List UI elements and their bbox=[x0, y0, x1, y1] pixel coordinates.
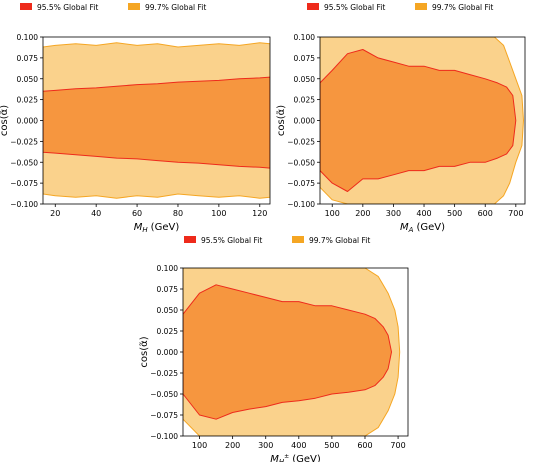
legend-swatch-99 bbox=[415, 3, 427, 10]
x-label-symbol: M bbox=[400, 222, 409, 233]
x-label-symbol: M bbox=[134, 222, 143, 233]
y-tick-label: −0.075 bbox=[10, 179, 38, 188]
y-tick-label: −0.100 bbox=[150, 432, 178, 441]
x-axis-label: MA (GeV) bbox=[400, 222, 445, 234]
x-tick-label: 120 bbox=[252, 209, 267, 218]
legend-swatch-95 bbox=[184, 236, 196, 243]
plot-area bbox=[43, 42, 270, 199]
x-tick-label: 700 bbox=[508, 209, 523, 218]
y-tick-label: −0.100 bbox=[287, 200, 315, 209]
chart-MH: 20 40 60 80 100 120 0.100 0.075 0.050 0.025 0.000 −… bbox=[0, 3, 271, 234]
y-tick-label: 0.025 bbox=[294, 96, 316, 105]
y-tick-label: 0.075 bbox=[157, 285, 179, 294]
legend-swatch-99 bbox=[128, 3, 140, 10]
y-tick-label: 0.050 bbox=[157, 306, 179, 315]
legend-swatch-95 bbox=[307, 3, 319, 10]
x-label-unit: (GeV) bbox=[151, 222, 180, 233]
y-tick-label: 0.000 bbox=[294, 117, 316, 126]
x-tick-label: 600 bbox=[357, 441, 372, 450]
y-tick-label: 0.100 bbox=[157, 264, 179, 273]
y-tick-label: 0.000 bbox=[157, 348, 179, 357]
x-tick-label: 400 bbox=[416, 209, 431, 218]
y-tick-label: 0.050 bbox=[17, 75, 39, 84]
x-tick-label: 200 bbox=[355, 209, 370, 218]
series-band bbox=[183, 284, 392, 420]
legend-label-95: 95.5% Global Fit bbox=[324, 3, 385, 12]
x-tick-label: 60 bbox=[132, 209, 142, 218]
legend-label-99: 99.7% Global Fit bbox=[145, 3, 206, 12]
y-tick-label: −0.100 bbox=[10, 200, 38, 209]
chart-MHpm: 100 200 300 400 500 600 700 0.100 0.075 0.050 0.02… bbox=[138, 236, 409, 462]
legend-label-95: 95.5% Global Fit bbox=[201, 236, 262, 245]
x-tick-label: 300 bbox=[386, 209, 401, 218]
y-tick-label: 0.075 bbox=[294, 54, 316, 63]
y-tick-label: −0.075 bbox=[150, 411, 178, 420]
series-band bbox=[320, 49, 517, 192]
x-tick-label: 100 bbox=[192, 441, 207, 450]
plot-area bbox=[183, 268, 401, 436]
x-tick-label: 700 bbox=[390, 441, 405, 450]
x-label-sub: A bbox=[408, 226, 414, 234]
x-tick-label: 100 bbox=[325, 209, 340, 218]
x-label-unit: (GeV) bbox=[416, 222, 445, 233]
x-label-sub: H bbox=[142, 226, 148, 234]
y-tick-label: 0.100 bbox=[294, 33, 316, 42]
y-tick-label: 0.000 bbox=[17, 117, 39, 126]
x-tick-label: 500 bbox=[447, 209, 462, 218]
y-tick-label: −0.075 bbox=[287, 179, 315, 188]
y-tick-label: 0.050 bbox=[294, 75, 316, 84]
x-tick-label: 300 bbox=[258, 441, 273, 450]
legend-label-95: 95.5% Global Fit bbox=[37, 3, 98, 12]
legend-label-99: 99.7% Global Fit bbox=[309, 236, 370, 245]
y-tick-label: 0.075 bbox=[17, 54, 39, 63]
legend-swatch-99 bbox=[292, 236, 304, 243]
y-tick-label: −0.050 bbox=[10, 158, 38, 167]
x-tick-label: 200 bbox=[225, 441, 240, 450]
x-tick-label: 600 bbox=[478, 209, 493, 218]
y-tick-label: −0.050 bbox=[150, 390, 178, 399]
y-tick-label: −0.050 bbox=[287, 158, 315, 167]
y-tick-label: 0.100 bbox=[17, 33, 39, 42]
plot-area bbox=[320, 37, 524, 204]
y-tick-label: −0.025 bbox=[150, 369, 178, 378]
y-tick-label: 0.025 bbox=[157, 327, 179, 336]
legend: 95.5% Global Fit 99.7% Global Fit bbox=[20, 3, 206, 12]
x-axis-label: MH± (GeV) bbox=[270, 453, 321, 462]
legend: 95.5% Global Fit 99.7% Global Fit bbox=[307, 3, 493, 12]
chart-MA: 100 200 300 400 500 600 700 0.100 0.075 0.050 0.02… bbox=[275, 3, 526, 234]
series-band bbox=[43, 76, 270, 169]
x-axis-label: MH (GeV) bbox=[134, 222, 180, 234]
x-tick-label: 20 bbox=[50, 209, 60, 218]
legend-label-99: 99.7% Global Fit bbox=[432, 3, 493, 12]
x-tick-label: 80 bbox=[173, 209, 183, 218]
y-axis-label: cos(α̃) bbox=[138, 336, 150, 367]
x-tick-label: 500 bbox=[324, 441, 339, 450]
y-axis-label: cos(α̃) bbox=[275, 105, 287, 136]
x-tick-label: 40 bbox=[91, 209, 101, 218]
x-label-symbol: M bbox=[270, 454, 279, 462]
x-tick-label: 400 bbox=[291, 441, 306, 450]
y-tick-label: −0.025 bbox=[287, 137, 315, 146]
y-axis-label: cos(α̃) bbox=[0, 105, 10, 136]
x-label-sup: ± bbox=[284, 453, 289, 460]
y-tick-label: 0.025 bbox=[17, 96, 39, 105]
x-tick-label: 100 bbox=[211, 209, 226, 218]
x-label-unit: (GeV) bbox=[292, 454, 321, 462]
x-label-sub: H bbox=[279, 458, 285, 462]
legend-swatch-95 bbox=[20, 3, 32, 10]
y-tick-label: −0.025 bbox=[10, 137, 38, 146]
legend: 95.5% Global Fit 99.7% Global Fit bbox=[184, 236, 370, 245]
